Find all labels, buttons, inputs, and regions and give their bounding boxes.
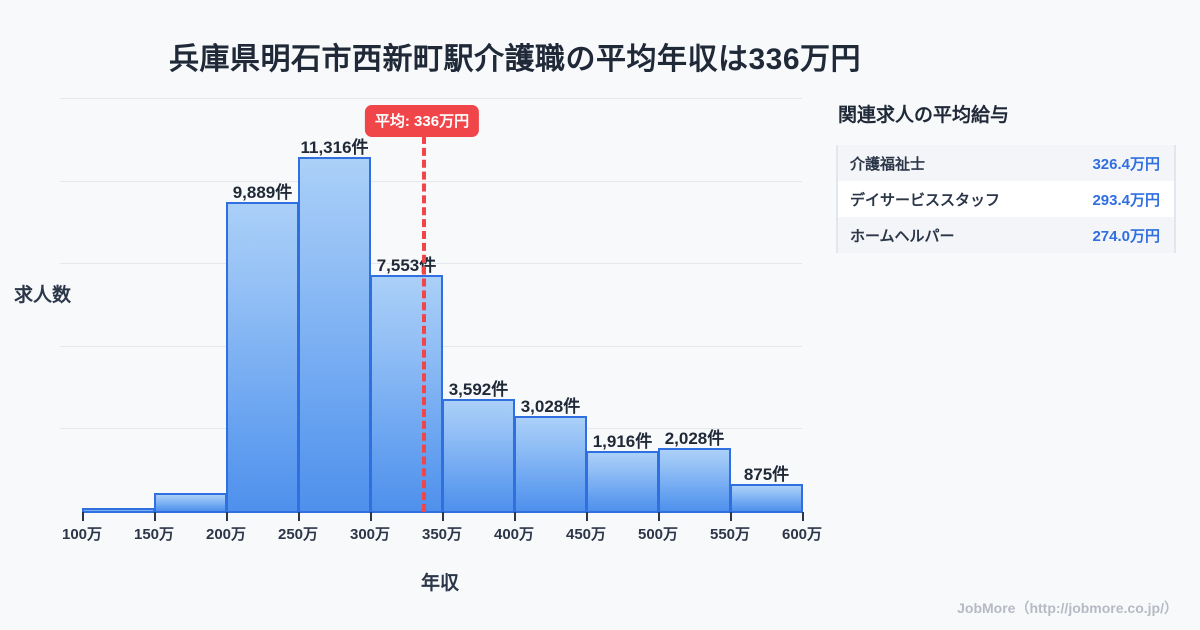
gridline <box>60 181 802 182</box>
x-axis-tick-label: 100万 <box>61 526 103 543</box>
related-salary-title: 関連求人の平均給与 <box>838 105 1010 126</box>
x-axis-tick-label: 550万 <box>709 526 751 543</box>
chart-bar-label: 3,028件 <box>520 397 581 416</box>
chart-bar-label: 1,916件 <box>592 432 653 451</box>
salary-table-row: デイサービススタッフ 293.4万円 <box>838 181 1174 217</box>
chart-bar <box>658 448 731 511</box>
x-axis-tick <box>658 512 660 521</box>
chart-bar <box>154 493 227 511</box>
x-axis-tick-label: 350万 <box>421 526 463 543</box>
x-axis-tick <box>226 512 228 521</box>
x-axis-tick-label: 250万 <box>277 526 319 543</box>
related-salary-table: 介護福祉士 326.4万円デイサービススタッフ 293.4万円ホームヘルパー 274.… <box>836 145 1176 253</box>
average-line <box>422 136 426 512</box>
salary-job-title: デイサービススタッフ <box>850 191 1001 209</box>
chart-bar <box>226 202 299 511</box>
x-axis-tick <box>802 512 804 521</box>
chart-bar <box>370 275 443 511</box>
x-axis-tick-label: 200万 <box>205 526 247 543</box>
chart-bar-label: 11,316件 <box>300 138 369 157</box>
x-axis-tick-label: 450万 <box>565 526 607 543</box>
salary-job-title: 介護福祉士 <box>850 155 926 173</box>
chart-bar-label: 9,889件 <box>232 183 293 202</box>
chart-bar <box>514 416 587 511</box>
x-axis-tick <box>370 512 372 521</box>
gridline <box>60 98 802 99</box>
x-axis-tick <box>442 512 444 521</box>
footer-watermark: JobMore（http://jobmore.co.jp/） <box>957 600 1178 616</box>
x-axis-tick <box>586 512 588 521</box>
gridline <box>60 263 802 264</box>
x-axis-tick-label: 150万 <box>133 526 175 543</box>
chart-bar-label: 875件 <box>743 465 790 484</box>
chart-bar-label: 2,028件 <box>664 429 725 448</box>
x-axis-title: 年収 <box>420 573 459 594</box>
chart-bar <box>730 484 803 511</box>
chart-bar <box>586 451 659 511</box>
chart-bar-label: 3,592件 <box>448 380 509 399</box>
salary-table-row: 介護福祉士 326.4万円 <box>838 145 1174 181</box>
chart-bar <box>298 157 371 511</box>
salary-amount: 326.4万円 <box>1092 155 1160 173</box>
salary-table-row: ホームヘルパー 274.0万円 <box>838 217 1174 253</box>
salary-amount: 293.4万円 <box>1092 191 1160 209</box>
page-title: 兵庫県明石市西新町駅介護職の平均年収は336万円 <box>168 43 862 76</box>
average-badge: 平均: 336万円 <box>364 105 480 137</box>
x-axis-tick <box>298 512 300 521</box>
x-axis-tick-label: 300万 <box>349 526 391 543</box>
related-salary-panel: 関連求人の平均給与 介護福祉士 326.4万円デイサービススタッフ 293.4万円ホ… <box>836 100 1176 253</box>
salary-job-title: ホームヘルパー <box>850 227 955 245</box>
x-axis-tick <box>514 512 516 521</box>
salary-amount: 274.0万円 <box>1092 227 1160 245</box>
x-axis-tick <box>154 512 156 521</box>
chart-bar-label: 7,553件 <box>376 256 437 275</box>
x-axis-tick-label: 500万 <box>637 526 679 543</box>
x-axis-tick-label: 400万 <box>493 526 535 543</box>
x-axis-tick <box>730 512 732 521</box>
chart-plot-area: 9,889件 11,316件 7,553件 3,592件 3,028件 1,916件 2,0… <box>60 98 803 511</box>
x-axis-tick-label: 600万 <box>781 526 823 543</box>
x-axis-tick <box>82 512 84 521</box>
y-axis-title: 求人数 <box>14 285 72 306</box>
